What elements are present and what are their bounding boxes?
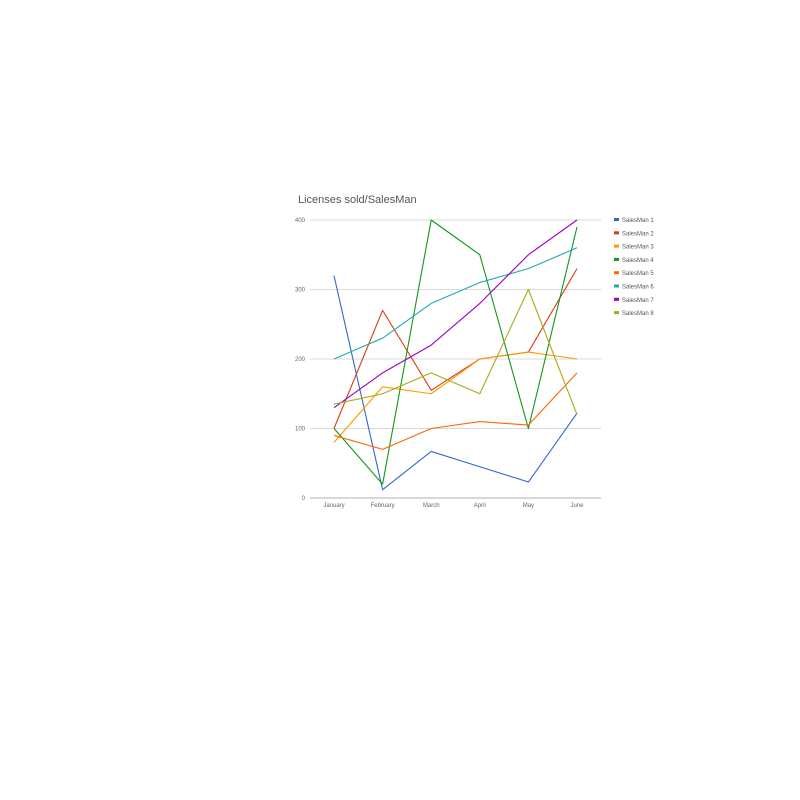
y-tick-label: 100 (295, 427, 306, 433)
y-axis-labels: 0 100 200 300 400 (295, 218, 306, 502)
x-tick-label: March (423, 503, 440, 509)
legend-label: SalesMan 4 (622, 258, 654, 264)
y-tick-label: 400 (295, 218, 306, 224)
x-tick-label: May (523, 503, 534, 509)
x-tick-label: February (371, 503, 395, 509)
y-tick-label: 200 (295, 357, 306, 363)
legend: SalesMan 1 SalesMan 2 SalesMan 3 SalesMan 4… (614, 218, 654, 317)
legend-swatch (614, 257, 619, 261)
x-tick-label: April (474, 503, 486, 509)
x-tick-label: June (570, 503, 584, 509)
series-line-6 (333, 247, 578, 360)
series-lines (333, 219, 578, 491)
legend-label: SalesMan 6 (622, 285, 654, 291)
legend-swatch (614, 284, 619, 288)
series-line-8 (333, 288, 578, 415)
legend-swatch (614, 297, 619, 301)
series-line-7 (333, 219, 578, 409)
series-line-4 (333, 219, 578, 485)
legend-swatch (614, 244, 619, 248)
x-tick-label: January (323, 503, 344, 509)
series-line-2 (333, 268, 578, 429)
legend-swatch (614, 231, 619, 235)
legend-swatch (614, 218, 619, 221)
chart-title: Licenses sold/SalesMan (298, 194, 417, 206)
series-line-3 (333, 351, 578, 443)
legend-label: SalesMan 5 (622, 271, 654, 277)
series-line-1 (333, 275, 578, 491)
legend-swatch (614, 271, 619, 275)
legend-label: SalesMan 8 (622, 311, 654, 317)
series-line-5 (333, 372, 578, 450)
y-tick-label: 300 (295, 288, 306, 294)
x-axis-labels: January February March April May June (323, 503, 584, 509)
gridlines (310, 219, 601, 499)
legend-label: SalesMan 1 (622, 218, 654, 224)
legend-label: SalesMan 2 (622, 231, 654, 237)
legend-swatch (614, 311, 619, 315)
legend-label: SalesMan 7 (622, 298, 654, 304)
y-tick-label: 0 (302, 496, 306, 502)
legend-label: SalesMan 3 (622, 245, 654, 251)
